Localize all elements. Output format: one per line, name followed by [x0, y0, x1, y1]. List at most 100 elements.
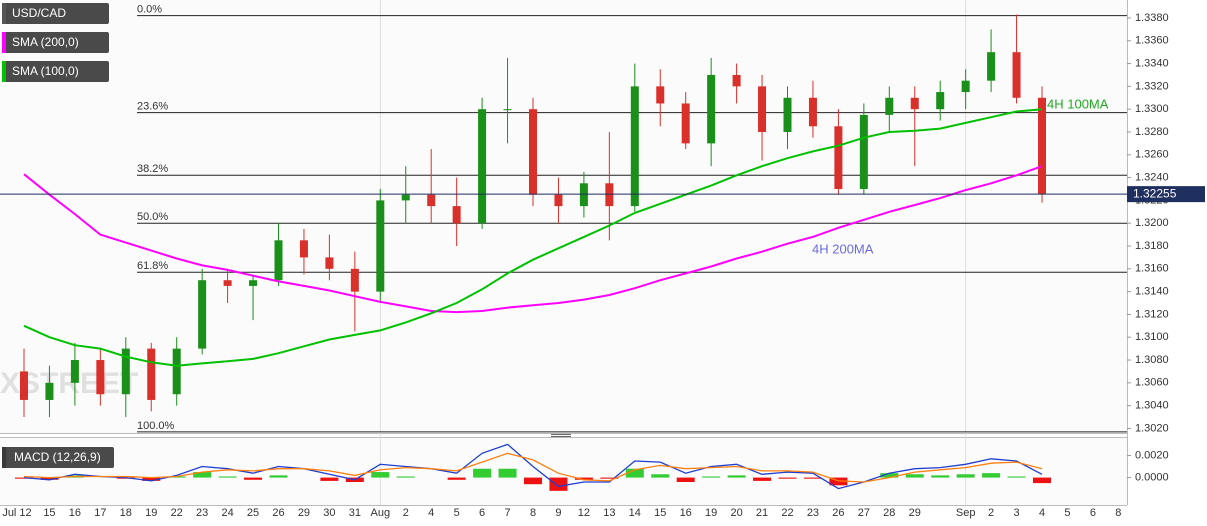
y-tick-label: 1.3140: [1135, 286, 1169, 298]
x-tick-label: 19: [145, 507, 157, 519]
candle-body: [1012, 52, 1021, 98]
x-tick-label: 27: [858, 507, 870, 519]
candle-body: [427, 194, 436, 207]
legend-label: SMA (200,0): [12, 35, 79, 49]
macd-histogram-bar: [371, 472, 390, 478]
macd-histogram-bar: [320, 477, 339, 481]
macd-histogram-bar: [1007, 476, 1026, 478]
x-tick-label: Sep: [956, 507, 976, 519]
annotation: 4H 100MA: [1047, 96, 1109, 111]
y-tick-label: 1.3060: [1135, 377, 1169, 389]
x-tick-label: 4: [1039, 507, 1045, 519]
y-tick-label: 1.3280: [1135, 126, 1169, 138]
y-tick-label: 1.3380: [1135, 12, 1169, 24]
candle-body: [223, 280, 232, 286]
x-tick-label: 25: [247, 507, 259, 519]
macd-histogram-bar: [40, 477, 59, 480]
fib-label: 38.2%: [137, 163, 168, 175]
y-tick-label: 1.3260: [1135, 149, 1169, 161]
main-plot-background: [0, 0, 1127, 433]
fib-label: 23.6%: [137, 101, 168, 113]
x-tick-label: 13: [603, 507, 615, 519]
x-tick-label: 23: [196, 507, 208, 519]
macd-histogram-bar: [574, 477, 593, 480]
candle-body: [401, 194, 410, 201]
macd-histogram-bar: [473, 468, 492, 478]
macd-histogram-bar: [142, 477, 161, 481]
legend-swatch: [2, 32, 6, 53]
x-tick-label: 22: [781, 507, 793, 519]
candle-body: [605, 183, 614, 207]
x-tick-label: 6: [479, 507, 485, 519]
legend-box: [2, 32, 109, 53]
macd-histogram-bar: [956, 474, 975, 478]
y-tick-label: 1.3080: [1135, 354, 1169, 366]
y-tick-label: 1.3340: [1135, 57, 1169, 69]
x-tick-label: 15: [654, 507, 666, 519]
x-tick-label: 3: [1013, 507, 1019, 519]
candle-body: [630, 86, 639, 207]
candle-body: [910, 97, 919, 110]
candle-body: [376, 200, 385, 292]
legend-box: [2, 3, 109, 24]
candle-body: [172, 348, 181, 395]
legend-label: SMA (100,0): [12, 64, 79, 78]
x-tick-label: 18: [120, 507, 132, 519]
candle-body: [758, 86, 767, 132]
x-tick-label: 6: [1090, 507, 1096, 519]
candle-body: [529, 109, 537, 195]
x-tick-label: 30: [323, 507, 335, 519]
y-tick-label: 1.3300: [1135, 103, 1169, 115]
candle-body: [859, 114, 868, 189]
macd-y-tick-label: 0.0000: [1135, 471, 1169, 483]
last-price-label: 1.32255: [1133, 186, 1177, 200]
candle-body: [656, 86, 665, 104]
macd-histogram-bar: [880, 473, 899, 478]
legend-swatch: [2, 61, 6, 82]
y-tick-label: 1.3180: [1135, 240, 1169, 252]
candle-body: [885, 97, 894, 115]
x-tick-label: 7: [504, 507, 510, 519]
legend-box: [2, 61, 109, 82]
macd-macd-line: [23, 443, 1043, 490]
x-tick-label: 5: [454, 507, 460, 519]
x-tick-label: 16: [69, 507, 81, 519]
legend-swatch: [2, 3, 6, 24]
x-tick-label: 31: [349, 507, 361, 519]
y-tick-label: 1.3100: [1135, 331, 1169, 343]
legend-box: [2, 447, 114, 468]
macd-histogram-bar: [524, 477, 542, 485]
legend-swatch: [2, 447, 6, 468]
candle-body: [783, 97, 792, 132]
x-tick-label: 15: [43, 507, 55, 519]
candle-body: [452, 206, 461, 224]
macd-histogram-bar: [625, 468, 644, 478]
x-tick-label: 17: [94, 507, 106, 519]
fib-label: 0.0%: [137, 4, 162, 16]
x-tick-label: 4: [428, 507, 434, 519]
x-tick-label: Jul 12: [2, 507, 31, 519]
macd-histogram-bar: [651, 474, 670, 478]
y-tick-label: 1.3320: [1135, 80, 1169, 92]
candle-body: [834, 126, 843, 189]
candle-body: [987, 52, 996, 81]
x-tick-label: 5: [1064, 507, 1070, 519]
x-tick-label: 29: [909, 507, 921, 519]
macd-histogram-bar: [727, 475, 746, 478]
candle-body: [554, 194, 563, 207]
candle-body: [936, 92, 945, 110]
candle-body: [325, 257, 334, 269]
last-price-tag: [1127, 186, 1205, 203]
fib-label: 50.0%: [137, 211, 168, 223]
candle-body: [198, 280, 207, 349]
x-tick-label: 22: [171, 507, 183, 519]
x-tick-label: 26: [272, 507, 284, 519]
candle-body: [20, 371, 28, 400]
candle-body: [121, 348, 130, 395]
macd-histogram-bar: [244, 477, 263, 480]
fib-label: 100.0%: [137, 420, 175, 432]
macd-histogram-bar: [676, 477, 695, 482]
candle-body: [45, 382, 54, 400]
macd-title: MACD (12,26,9): [14, 450, 101, 464]
x-tick-label: 19: [705, 507, 717, 519]
